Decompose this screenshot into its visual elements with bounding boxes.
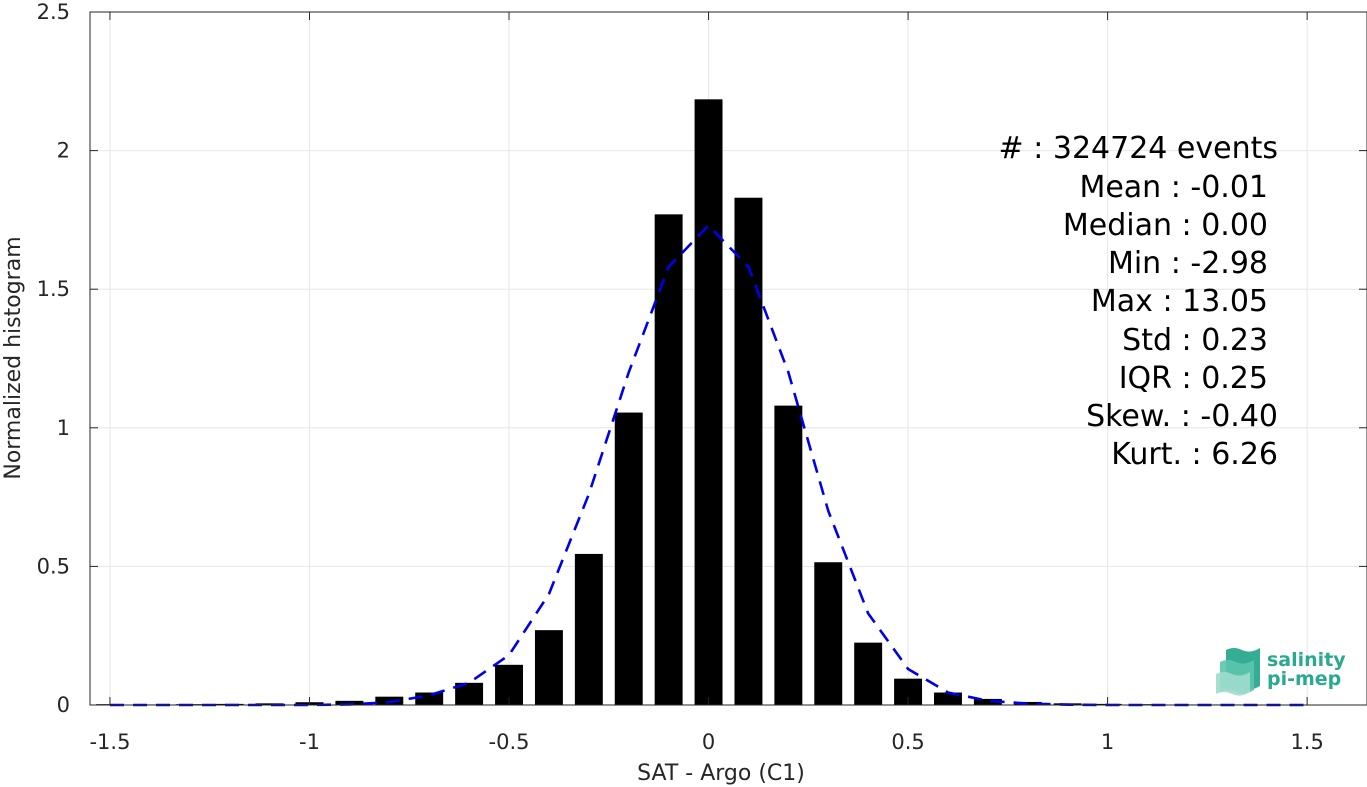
y-axis-title: Normalized histogram [1,236,26,479]
y-tick-label: 1.5 [37,277,70,301]
logo-line1: salinity [1267,649,1346,671]
stat-skew: Skew. : -0.40 [1086,399,1278,434]
histogram-bar [415,692,444,705]
stat-max: Max : 13.05 [1091,284,1268,319]
stat-kurt: Kurt. : 6.26 [1111,437,1278,472]
histogram-bar [255,703,284,705]
statistics-box: # : 324724 events Mean : -0.01 Median : … [999,131,1278,472]
stat-count: # : 324724 events [999,131,1278,166]
histogram-bar [614,412,643,705]
x-tick-label: 0.5 [891,730,924,754]
axis-ticks [90,11,1367,706]
x-axis-title: SAT - Argo (C1) [637,761,805,786]
y-tick-label: 1 [57,416,70,440]
x-tick-label: 1 [1101,730,1114,754]
histogram-bar [734,197,763,705]
histogram-bar [814,562,843,705]
y-tick-label: 0 [57,693,70,717]
stat-std: Std : 0.23 [1122,323,1268,358]
x-tick-label: -1 [299,730,320,754]
x-tick-label: 0 [702,730,715,754]
y-tick-label: 0.5 [37,554,70,578]
histogram-bar [335,700,364,705]
histogram-bar [574,553,603,705]
histogram-bar [375,696,404,705]
grid-lines [90,11,1367,706]
x-tick-label: -1.5 [89,730,130,754]
y-tick-label: 2.5 [37,0,70,24]
histogram-bar [934,692,962,705]
logo-wave-icon [1216,648,1260,696]
salinity-pimep-logo: salinity pi-mep [1216,648,1346,696]
x-tick-label: 1.5 [1290,730,1323,754]
x-tick-label: -0.5 [489,730,530,754]
x-tick-labels: -1.5 -1 -0.5 0 0.5 1 1.5 [89,730,1323,754]
logo-line2: pi-mep [1267,668,1341,690]
y-tick-label: 2 [57,139,70,163]
histogram-bar [534,630,563,705]
histogram-bar [694,99,723,706]
stat-mean: Mean : -0.01 [1079,170,1268,205]
histogram-bar [654,214,683,705]
histogram-bar [973,698,1002,705]
histogram-bars [95,99,1322,706]
histogram-bar [854,642,883,705]
histogram-bar [455,682,484,705]
histogram-bar [774,405,803,705]
stat-median: Median : 0.00 [1063,208,1268,243]
stat-iqr: IQR : 0.25 [1119,361,1268,396]
y-tick-labels: 0 0.5 1 1.5 2 2.5 [37,0,70,717]
plot-area-frame [89,11,1367,706]
histogram-bar [1013,701,1042,705]
stat-min: Min : -2.98 [1108,246,1268,281]
